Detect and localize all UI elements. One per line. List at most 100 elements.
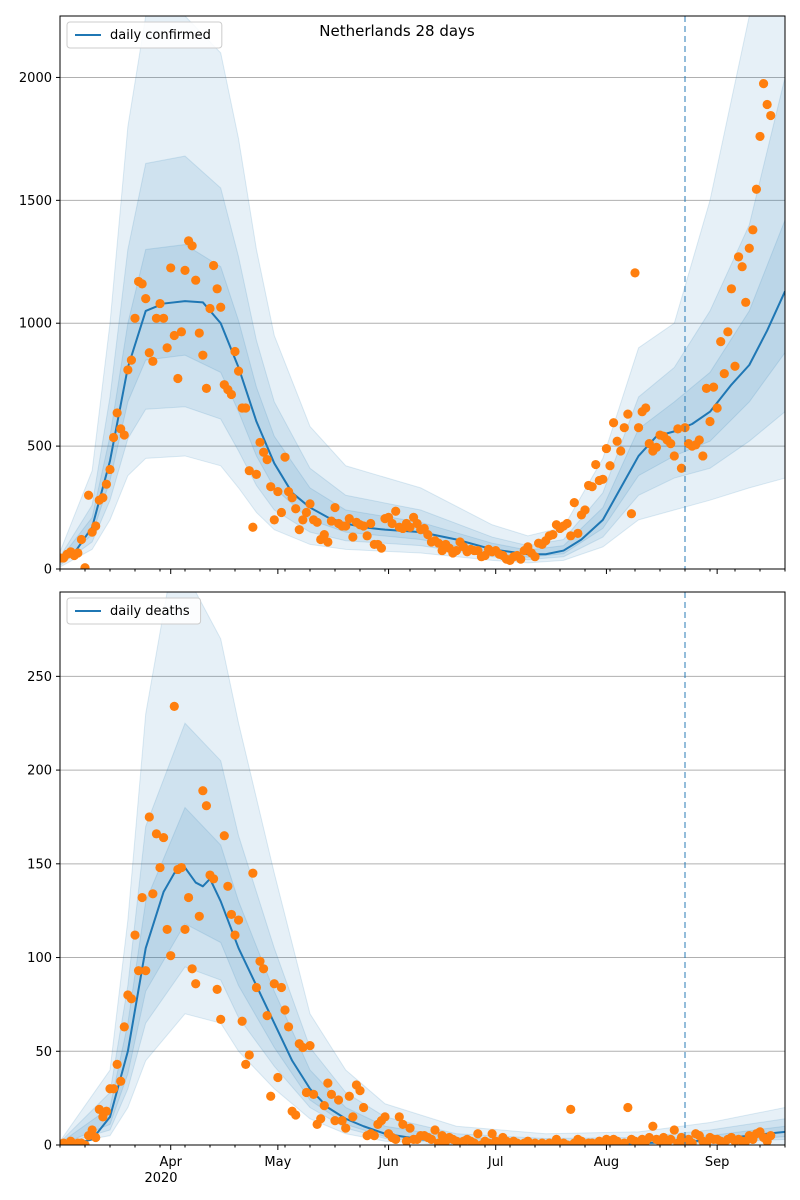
observation-point bbox=[144, 348, 154, 358]
observation-point bbox=[198, 786, 208, 796]
observation-point bbox=[433, 538, 444, 548]
observation-point bbox=[730, 361, 740, 371]
observation-point bbox=[516, 554, 526, 564]
observation-point bbox=[755, 131, 765, 142]
observation-point bbox=[158, 313, 169, 323]
y-tick-label: 2000 bbox=[19, 71, 52, 86]
observation-point bbox=[587, 482, 597, 492]
observation-point bbox=[226, 389, 237, 400]
observation-point bbox=[273, 1072, 283, 1083]
observation-point bbox=[291, 1110, 301, 1120]
observation-point bbox=[108, 432, 119, 443]
observation-point bbox=[176, 862, 187, 873]
y-tick-label: 500 bbox=[27, 440, 52, 455]
x-tick-label: Apr bbox=[159, 1155, 182, 1170]
observation-point bbox=[251, 469, 262, 479]
observation-point bbox=[344, 514, 354, 524]
observation-point bbox=[141, 294, 151, 304]
observation-point bbox=[148, 889, 158, 899]
observation-point bbox=[644, 439, 654, 449]
y-tick-label: 200 bbox=[27, 764, 52, 779]
observation-point bbox=[223, 881, 233, 891]
observation-point bbox=[762, 99, 772, 110]
observation-point bbox=[80, 1140, 90, 1145]
observation-point bbox=[387, 518, 397, 529]
observation-point bbox=[391, 506, 401, 516]
observation-point bbox=[105, 464, 115, 475]
observation-point bbox=[123, 365, 133, 375]
observation-point bbox=[201, 383, 212, 393]
observation-point bbox=[451, 545, 462, 556]
observation-point bbox=[283, 1022, 294, 1032]
observation-point bbox=[212, 284, 222, 294]
observation-point bbox=[405, 522, 415, 532]
observation-point bbox=[569, 498, 579, 508]
observation-point bbox=[355, 1086, 365, 1096]
observation-point bbox=[483, 1138, 494, 1145]
observation-point bbox=[87, 1125, 97, 1135]
observation-point bbox=[255, 437, 265, 448]
deaths-panel: 0 50 100 150 200 250 Apr May Jun Jul Aug Sep daily d… bbox=[27, 591, 786, 1170]
observation-point bbox=[701, 383, 712, 393]
observation-point bbox=[294, 525, 304, 535]
observation-point bbox=[216, 1014, 226, 1025]
legend-box bbox=[66, 21, 223, 49]
observation-point bbox=[591, 459, 601, 470]
observation-point bbox=[305, 1041, 315, 1051]
observation-point bbox=[255, 956, 265, 966]
observation-point bbox=[91, 521, 101, 531]
observation-point bbox=[630, 268, 640, 278]
observation-point bbox=[187, 964, 197, 974]
observation-point bbox=[312, 517, 322, 527]
observation-point bbox=[301, 1087, 312, 1098]
observation-point bbox=[376, 543, 387, 553]
observation-point bbox=[358, 1102, 369, 1113]
observation-point bbox=[473, 1129, 483, 1139]
uncertainty-band-2 bbox=[60, 77, 785, 566]
uncertainty-band-3 bbox=[60, 806, 785, 1145]
confirmed-panel: 0 500 1000 1500 2000 daily confirmed bbox=[19, 15, 786, 578]
observation-point bbox=[337, 1116, 347, 1126]
observation-point bbox=[216, 302, 226, 312]
observation-point bbox=[601, 443, 612, 454]
y-tick-label: 100 bbox=[27, 951, 52, 966]
observation-point bbox=[166, 951, 176, 961]
observation-point bbox=[280, 452, 290, 462]
observation-point bbox=[766, 1131, 776, 1141]
observation-point bbox=[751, 184, 762, 194]
observation-point bbox=[280, 1005, 290, 1015]
observation-point bbox=[623, 409, 633, 419]
observation-point bbox=[323, 1078, 333, 1088]
axes-frame bbox=[59, 591, 786, 1146]
observation-point bbox=[212, 984, 222, 995]
observation-point bbox=[719, 369, 729, 379]
observation-point bbox=[244, 1050, 254, 1060]
observation-point bbox=[619, 1138, 629, 1145]
observation-point bbox=[308, 1089, 319, 1099]
observation-point bbox=[573, 528, 583, 538]
y-tick-label: 150 bbox=[27, 857, 52, 872]
observation-point bbox=[358, 521, 369, 531]
observation-point bbox=[344, 1091, 354, 1101]
observation-point bbox=[673, 424, 683, 434]
observation-point bbox=[366, 518, 376, 529]
observation-point bbox=[248, 868, 258, 878]
observation-point bbox=[155, 862, 165, 873]
observation-point bbox=[548, 529, 558, 540]
observation-point bbox=[91, 1132, 101, 1143]
observation-point bbox=[398, 1119, 408, 1129]
observation-point bbox=[766, 110, 776, 121]
observation-point bbox=[651, 442, 662, 452]
observation-point bbox=[237, 1016, 247, 1026]
observation-point bbox=[401, 1136, 412, 1145]
observation-point bbox=[151, 313, 162, 323]
observation-point bbox=[633, 423, 644, 433]
observation-point bbox=[230, 346, 240, 357]
observation-point bbox=[687, 1138, 697, 1145]
observation-point bbox=[251, 982, 262, 993]
observation-point bbox=[141, 966, 151, 976]
observation-point bbox=[598, 474, 608, 484]
plot-area bbox=[60, 592, 785, 1145]
observation-point bbox=[641, 403, 651, 413]
